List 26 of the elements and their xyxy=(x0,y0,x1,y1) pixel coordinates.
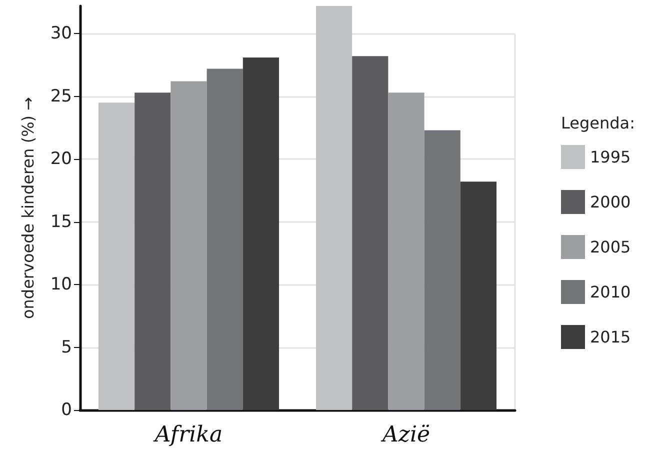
x-tick-label: Afrika xyxy=(152,422,223,448)
bar xyxy=(206,68,243,410)
y-tick-label: 20 xyxy=(50,149,72,170)
y-tick-label: 0 xyxy=(61,400,72,420)
legend-label: 2000 xyxy=(590,192,631,212)
y-tick-label: 10 xyxy=(50,274,72,295)
y-axis-title: ondervoede kinderen (%) → xyxy=(18,96,38,320)
legend-label: 2015 xyxy=(590,328,631,346)
bar xyxy=(242,57,280,410)
bar xyxy=(134,92,171,410)
y-tick-label: 25 xyxy=(50,86,72,106)
bar xyxy=(424,130,460,410)
bar xyxy=(388,92,424,410)
legend-label: 1995 xyxy=(590,148,631,166)
bar xyxy=(460,182,497,410)
y-tick-label: 15 xyxy=(50,212,72,232)
legend-label: 2010 xyxy=(590,282,631,302)
legend-title: Legenda: xyxy=(561,114,635,132)
legend-label: 2005 xyxy=(590,238,631,256)
bar xyxy=(316,6,352,410)
bar xyxy=(170,81,207,410)
bar xyxy=(352,56,388,410)
x-tick-label: Azië xyxy=(380,422,430,448)
y-tick-label: 5 xyxy=(61,337,72,358)
y-tick-label: 30 xyxy=(50,24,72,44)
bar xyxy=(98,102,135,410)
